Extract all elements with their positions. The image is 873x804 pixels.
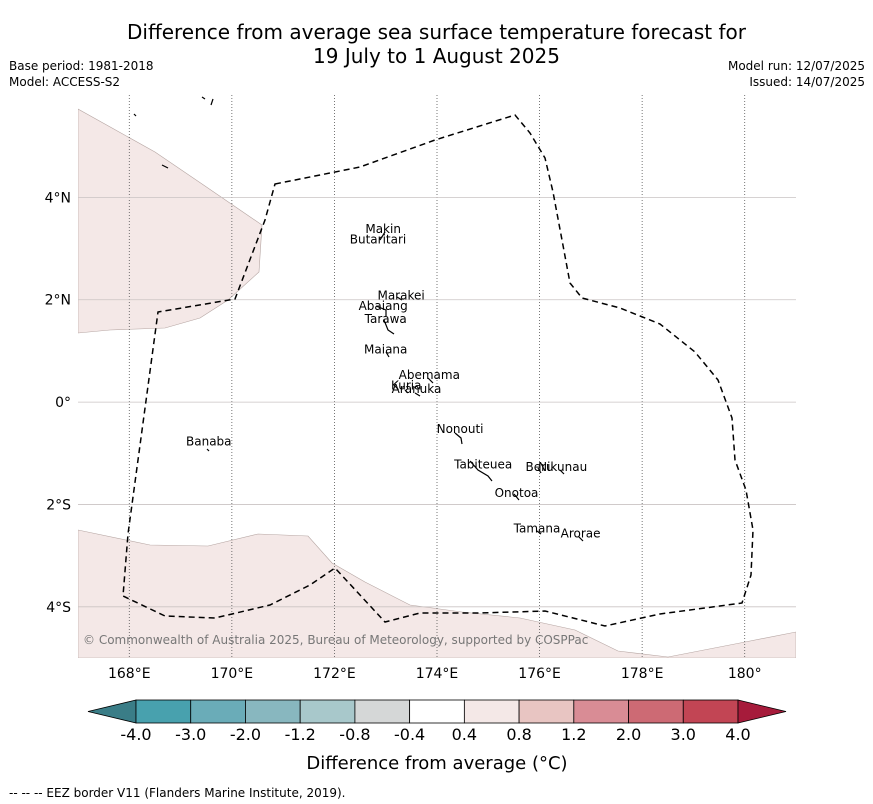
- coastline-fragment: [427, 377, 434, 384]
- colorbar-bin: [463, 699, 520, 724]
- coastline-fragment: [133, 113, 137, 117]
- coastline-fragment: [454, 432, 463, 445]
- eez-legend: -- -- -- EEZ border V11 (Flanders Marine…: [9, 786, 346, 800]
- eez-border: [122, 114, 754, 627]
- colorbar-tick-label: 2.0: [616, 725, 641, 744]
- coastline-fragment: [513, 493, 520, 501]
- island-label: Tamana: [513, 522, 561, 536]
- coastline-fragment: [383, 319, 395, 335]
- lon-tick-label: 178°E: [621, 666, 664, 682]
- colorbar-bin: [573, 699, 629, 724]
- coastline-fragment: [414, 392, 421, 397]
- lon-tick-label: 180°: [728, 666, 762, 682]
- island-label: Nikunau: [538, 460, 587, 474]
- coastline-fragment: [404, 389, 409, 394]
- island-label: Maiana: [364, 342, 407, 356]
- base-period: Base period: 1981-2018: [9, 59, 154, 73]
- colorbar: -4.0 -3.0 -2.0 -1.2 -0.8 -0.4 0.4 0.8 1.2 2.0 3.0 4…: [87, 699, 787, 744]
- lat-tick-label: 2°N: [45, 293, 71, 309]
- island-label: Makin: [365, 222, 401, 236]
- title-line-2: 19 July to 1 August 2025: [313, 44, 560, 68]
- island-label: Marakei: [377, 289, 424, 303]
- colorbar-tick-label: -3.0: [175, 725, 206, 744]
- copyright-notice: © Commonwealth of Australia 2025, Bureau…: [83, 633, 588, 647]
- coastline-fragment: [206, 448, 210, 452]
- graticule: [78, 95, 796, 658]
- colorbar-bin: [135, 699, 192, 724]
- island-label: Kuria: [391, 378, 422, 392]
- colorbar-extend-low: [87, 699, 137, 724]
- lon-tick-label: 172°E: [313, 666, 356, 682]
- colorbar-bin: [682, 699, 739, 724]
- island-label: Aranuka: [392, 382, 442, 396]
- lon-tick-label: 168°E: [108, 666, 151, 682]
- lat-tick-label: 4°S: [46, 600, 71, 616]
- colorbar-tick-label: 1.2: [561, 725, 586, 744]
- colorbar-tick-label: 0.8: [506, 725, 531, 744]
- coastline-fragment: [161, 164, 169, 169]
- longitude-tick-labels: 168°E 170°E 172°E 174°E 176°E 178°E 180°: [108, 666, 762, 682]
- colorbar-extend-high: [737, 699, 787, 724]
- island-label: Abemama: [399, 368, 460, 382]
- colorbar-bin: [354, 699, 411, 724]
- island-label: Nonouti: [437, 422, 484, 436]
- colorbar-tick-label: -4.0: [120, 725, 151, 744]
- coastline-fragment: [385, 351, 390, 358]
- colorbar-tick-label: 0.4: [452, 725, 477, 744]
- island-label: Tabiteuea: [453, 458, 512, 472]
- coastline-fragment: [201, 96, 206, 100]
- colorbar-bin: [245, 699, 301, 724]
- issued-date: Issued: 14/07/2025: [749, 75, 865, 89]
- meta-left: Base period: 1981-2018 Model: ACCESS-S2: [9, 58, 154, 90]
- colorbar-tick-label: -1.2: [285, 725, 316, 744]
- coastline-fragment: [578, 536, 584, 542]
- island-label: Tarawa: [364, 312, 407, 326]
- island-label: Butaritari: [350, 232, 407, 246]
- model-run: Model run: 12/07/2025: [727, 59, 865, 73]
- model-name: Model: ACCESS-S2: [9, 75, 121, 89]
- meta-right: Model run: 12/07/2025 Issued: 14/07/2025: [728, 58, 865, 90]
- island-label: Beru: [525, 460, 553, 474]
- colorbar-tick-label: -0.4: [394, 725, 425, 744]
- island-label: Arorae: [561, 527, 601, 541]
- lon-tick-label: 170°E: [211, 666, 254, 682]
- coastline-fragment: [210, 98, 214, 106]
- colorbar-bin: [190, 699, 246, 724]
- coastline-fragment: [396, 296, 403, 301]
- colorbar-tick-label: 3.0: [671, 725, 696, 744]
- title-line-1: Difference from average sea surface temp…: [126, 20, 746, 44]
- lon-tick-label: 174°E: [416, 666, 459, 682]
- lon-tick-label: 176°E: [518, 666, 561, 682]
- coastline-fragment: [559, 469, 565, 475]
- map-title: Difference from average sea surface temp…: [0, 20, 873, 68]
- lat-tick-label: 4°N: [45, 190, 71, 206]
- latitude-tick-labels: 4°N 2°N 0° 2°S 4°S: [45, 190, 72, 615]
- colorbar-tick-label: -0.8: [339, 725, 370, 744]
- colorbar-bin: [518, 699, 575, 724]
- island-label: Abaiang: [359, 299, 408, 313]
- lat-tick-label: 2°S: [46, 497, 71, 513]
- colorbar-tick-label: -2.0: [230, 725, 261, 744]
- colorbar-tick-label: 4.0: [725, 725, 750, 744]
- colorbar-bin: [409, 699, 465, 724]
- anomaly-region-south: [78, 529, 796, 658]
- coastline-fragment: [375, 305, 387, 316]
- coastline-fragment: [536, 530, 542, 535]
- colorbar-bin: [299, 699, 356, 724]
- colorbar-label: Difference from average (°C): [306, 753, 567, 774]
- coastline-fragment: [537, 467, 542, 474]
- coastline-fragment: [379, 231, 386, 241]
- lat-tick-label: 0°: [55, 395, 71, 411]
- coastline-fragment: [469, 460, 493, 482]
- island-label: Onotoa: [495, 486, 539, 500]
- colorbar-bin: [628, 699, 684, 724]
- island-label: Banaba: [186, 435, 232, 449]
